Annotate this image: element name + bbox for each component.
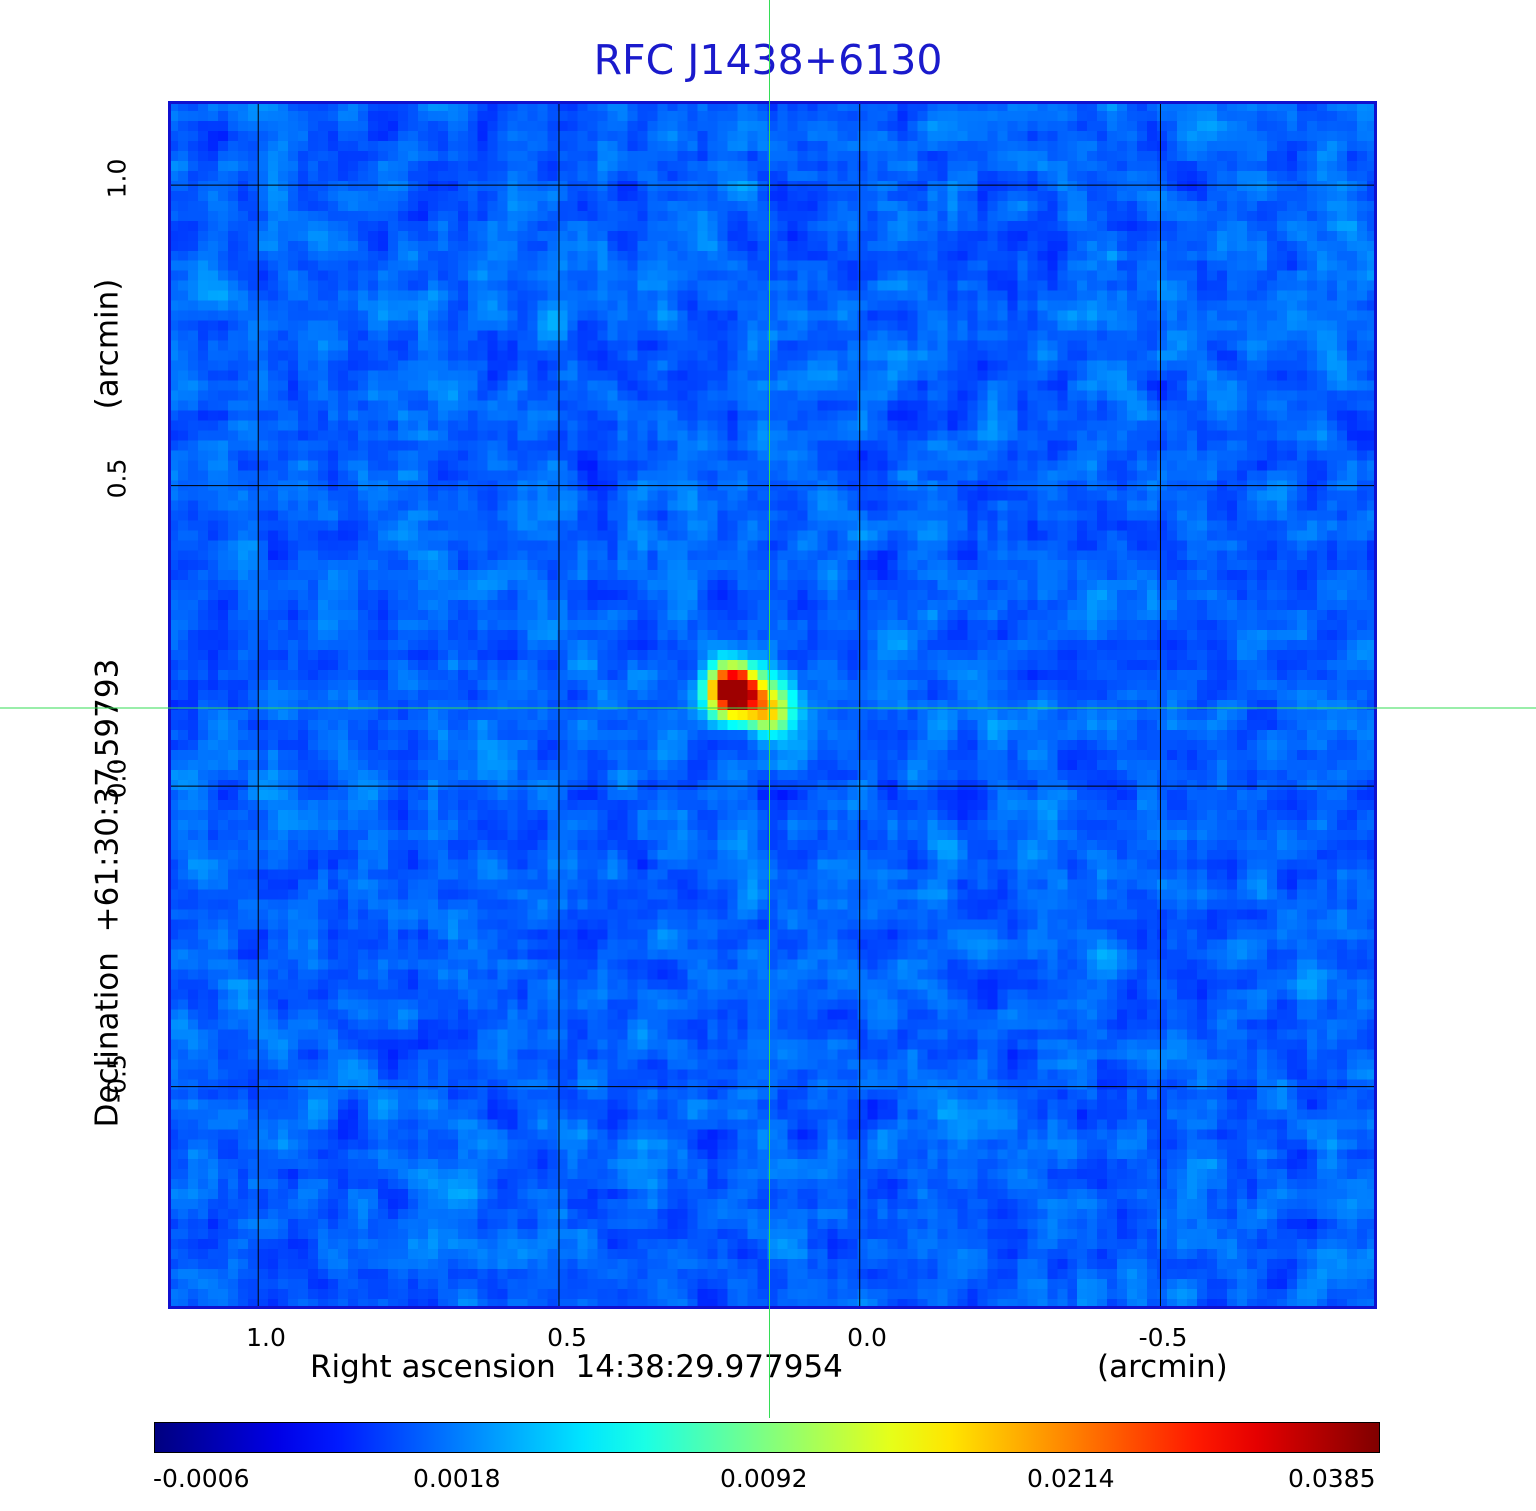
x-tick-label: 0.5: [547, 1323, 587, 1352]
radio-image-panel[interactable]: [168, 101, 1377, 1309]
coordinate-grid: [168, 101, 1377, 1309]
colorbar-tick-label: -0.0006: [153, 1464, 250, 1493]
y-axis-label: Declination +61:30:37.59793: [89, 658, 126, 1128]
x-tick-label: 0.0: [847, 1323, 887, 1352]
y-tick-label: 1.0: [102, 158, 132, 199]
x-axis-label: Right ascension 14:38:29.977954: [310, 1349, 843, 1385]
colorbar-tick-label: 0.0092: [720, 1464, 808, 1493]
x-tick-label: 1.0: [246, 1323, 286, 1352]
image-title: RFC J1438+6130: [593, 36, 943, 84]
radio-intensity-map[interactable]: [168, 101, 1377, 1309]
colorbar-tick-label: 0.0214: [1027, 1464, 1115, 1493]
x-axis-unit: (arcmin): [1097, 1349, 1228, 1385]
colorbar: [154, 1422, 1380, 1453]
colorbar-tick-label: 0.0018: [413, 1464, 501, 1493]
y-axis-unit: (arcmin): [89, 278, 126, 410]
y-tick-label: 0.5: [102, 458, 132, 499]
colorbar-tick-label: 0.0385: [1288, 1464, 1376, 1493]
x-tick-label: -0.5: [1138, 1323, 1188, 1352]
